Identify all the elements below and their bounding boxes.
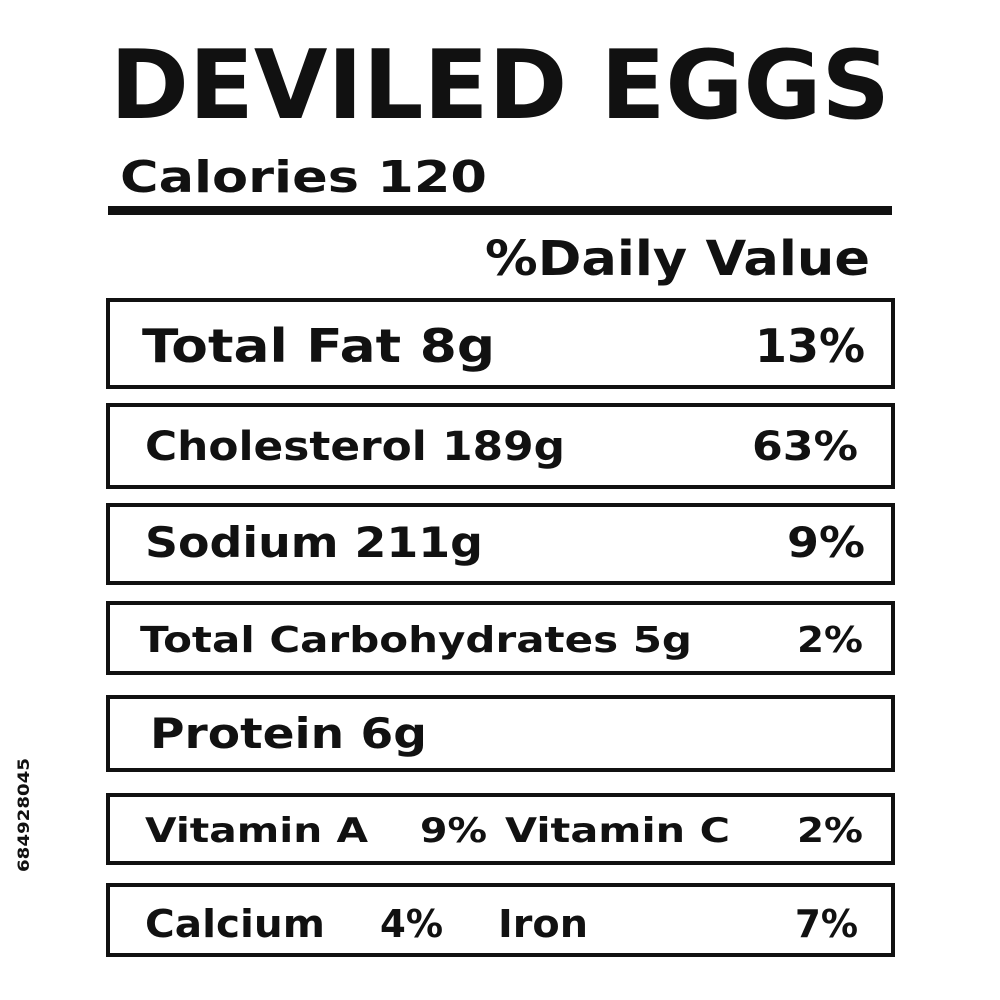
row-box xyxy=(106,695,895,772)
nutrient-percent: 63% xyxy=(752,424,858,470)
rows: Total Fat 8g 13% Cholesterol 189g 63% Sodium… xyxy=(106,298,895,957)
row-box xyxy=(106,503,895,585)
calories: Calories 120 xyxy=(120,152,487,203)
nutrient-label: Protein 6g xyxy=(150,709,427,758)
nutrient-label: Total Carbohydrates 5g xyxy=(140,620,692,661)
nutrient-percent: 2% xyxy=(797,620,863,661)
row-box xyxy=(106,601,895,675)
nutrient-label: Iron xyxy=(498,902,588,946)
stock-id: 684928045 xyxy=(14,758,33,872)
row-box xyxy=(106,298,895,389)
nutrient-label: Calcium xyxy=(145,902,325,946)
row-box xyxy=(106,403,895,489)
nutrient-percent: 9% xyxy=(787,518,865,567)
title: DEVILED EGGS xyxy=(110,31,890,141)
nutrient-percent: 9% xyxy=(420,811,487,851)
nutrient-percent: 2% xyxy=(797,811,863,851)
nutrient-percent: 7% xyxy=(795,902,858,946)
nutrient-label: Vitamin A xyxy=(145,811,369,851)
row-box xyxy=(106,793,895,865)
nutrient-label: Total Fat 8g xyxy=(142,319,495,373)
nutrient-label: Vitamin C xyxy=(505,811,730,851)
divider xyxy=(108,206,892,215)
row-box xyxy=(106,883,895,957)
nutrient-percent: 4% xyxy=(380,902,443,946)
nutrient-label: Sodium 211g xyxy=(145,518,483,567)
nutrient-percent: 13% xyxy=(755,319,865,373)
nutrient-label: Cholesterol 189g xyxy=(145,424,565,470)
daily-value-header: %Daily Value xyxy=(485,231,870,287)
